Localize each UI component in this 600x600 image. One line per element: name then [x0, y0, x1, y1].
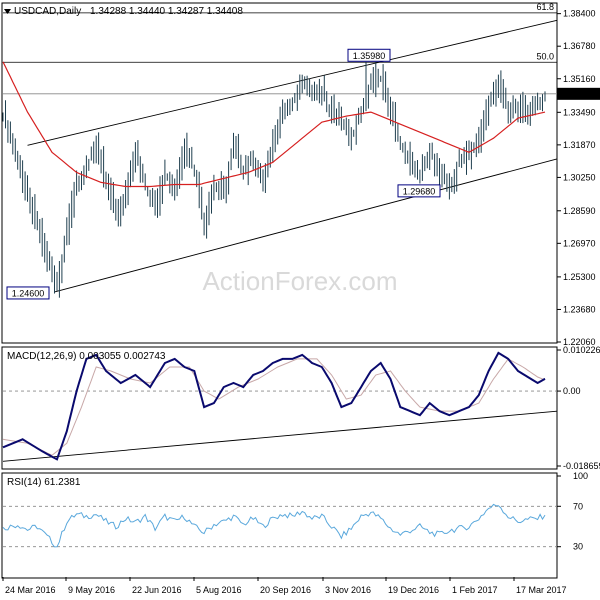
price-y-tick-label: 1.31870 [563, 140, 596, 150]
price-candles [2, 62, 546, 298]
high-annotation-box [347, 48, 391, 62]
x-tick-label: 3 Nov 2016 [325, 585, 371, 595]
price-y-tick-label: 1.30250 [563, 172, 596, 182]
price-y-tick-label: 1.25300 [563, 272, 596, 282]
rsi-grid [3, 505, 557, 548]
price-panel: ActionForex.com 61.850.0 1.246001.359801… [1, 2, 600, 347]
price-annotations: 1.24600 1.35980 1.29680 1.34408 [6, 48, 600, 300]
channel-upper-line [27, 19, 558, 146]
rsi-y-tick-label: 100 [573, 471, 588, 481]
triangle-down-icon [4, 9, 11, 14]
macd-y-tick-label: 0.00 [563, 386, 581, 396]
price-y-tick-label: 1.22060 [563, 337, 596, 347]
fib-level-label: 61.8 [536, 2, 554, 12]
low-annotation: 1.24600 [12, 288, 45, 298]
macd-lines [2, 351, 558, 462]
channel-lower-line [54, 158, 558, 293]
price-symbol-header: USDCAD,Daily [14, 6, 81, 17]
watermark: ActionForex.com [202, 266, 397, 296]
macd-panel: 0.010226 0.00 -0.018659 MACD(12,26,9) 0.00… [1, 345, 600, 471]
price-y-tick-label: 1.38400 [563, 9, 596, 19]
x-tick-label: 20 Sep 2016 [260, 585, 311, 595]
high-annotation: 1.35980 [353, 51, 386, 61]
rsi-line [2, 503, 546, 548]
x-tick-label: 1 Feb 2017 [452, 585, 498, 595]
price-y-tick-label: 1.33490 [563, 107, 596, 117]
price-y-tick-label: 1.36780 [563, 41, 596, 51]
rsi-y-tick-label: 70 [573, 501, 583, 511]
moving-average-line [2, 61, 546, 188]
price-y-tick-label: 1.35160 [563, 74, 596, 84]
low-annotation-box [6, 286, 50, 300]
x-axis: 24 Mar 2016 9 May 2016 22 Jun 2016 5 Aug 20… [2, 577, 567, 595]
fib-level-label: 50.0 [536, 51, 554, 61]
price-y-tick-label: 1.28590 [563, 206, 596, 216]
rsi-header: RSI(14) 61.2381 [7, 477, 81, 488]
price-reference-lines: 61.8 50.0 [3, 2, 557, 95]
macd-y-axis: 0.010226 0.00 -0.018659 [557, 345, 600, 471]
price-y-tick-label: 1.23680 [563, 304, 596, 314]
current-price-tag-label: 1.34408 [560, 89, 593, 99]
x-tick-label: 24 Mar 2016 [5, 585, 56, 595]
macd-header: MACD(12,26,9) 0.003055 0.002743 [7, 351, 166, 362]
macd-y-tick-label: -0.018659 [563, 461, 600, 471]
price-channel [27, 19, 558, 293]
rsi-panel: 100 70 30 RSI(14) 61.2381 [1, 471, 588, 579]
mid-low-annotation-box [397, 184, 441, 198]
rsi-y-axis: 100 70 30 [557, 471, 588, 552]
x-tick-label: 22 Jun 2016 [132, 585, 182, 595]
price-ohlc-header: 1.34288 1.34440 1.34287 1.34408 [90, 6, 243, 17]
macd-signal-line [2, 358, 546, 456]
macd-main-line [2, 351, 546, 461]
x-tick-label: 5 Aug 2016 [196, 585, 242, 595]
x-tick-label: 9 May 2016 [68, 585, 115, 595]
price-y-axis: 1.38400 1.36780 1.35160 1.33490 1.31870 1.302… [557, 9, 596, 347]
price-y-tick-label: 1.26970 [563, 238, 596, 248]
x-tick-label: 17 Mar 2017 [516, 585, 567, 595]
rsi-lines [2, 503, 546, 548]
macd-y-tick-label: 0.010226 [563, 345, 600, 355]
price-moving-average [2, 61, 546, 188]
rsi-y-tick-label: 30 [573, 542, 583, 552]
x-tick-label: 19 Dec 2016 [388, 585, 439, 595]
mid-low-annotation: 1.29680 [403, 186, 436, 196]
macd-trend-line [2, 410, 558, 462]
current-price-tag [557, 87, 600, 100]
